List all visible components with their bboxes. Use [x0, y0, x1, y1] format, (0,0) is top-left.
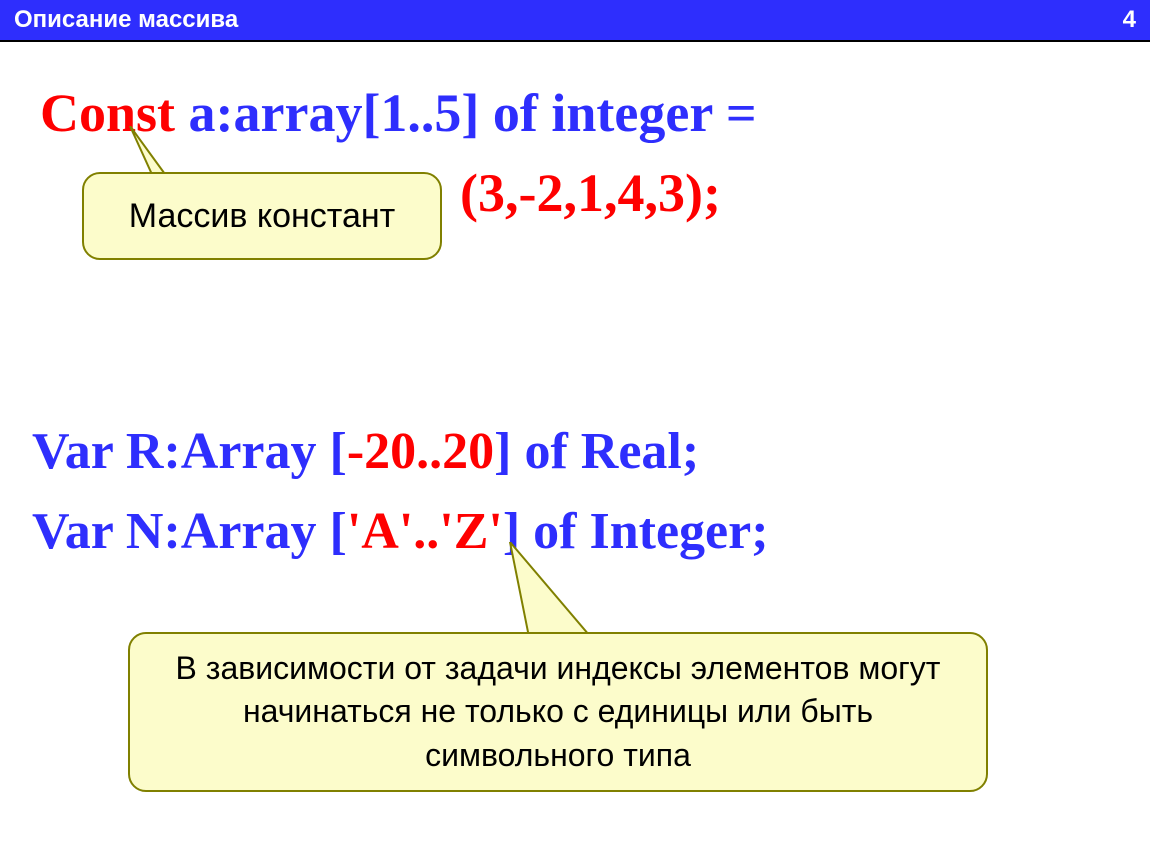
code-text: (3,-2,1,4,3); — [460, 163, 721, 223]
range-literal: -20..20 — [347, 423, 494, 480]
slide-header: Описание массива 4 — [0, 0, 1150, 42]
callout-text: В зависимости от задачи индексы элементо… — [148, 647, 968, 777]
callout-index-types: В зависимости от задачи индексы элементо… — [128, 632, 988, 792]
slide-title: Описание массива — [14, 6, 238, 34]
callout-text: Массив констант — [129, 197, 396, 236]
code-text: a:array[1..5] of integer = — [175, 83, 757, 143]
code-text: ] of Real; — [494, 423, 699, 480]
range-literal: 'A'..'Z' — [347, 503, 503, 560]
code-text: Var R:Array [ — [32, 423, 347, 480]
code-text: Var N:Array [ — [32, 503, 347, 560]
slide-content: Const a:array[1..5] of integer = (3,-2,1… — [0, 42, 1150, 864]
code-const-values: (3,-2,1,4,3); — [460, 162, 721, 224]
code-var-integer: Var N:Array ['A'..'Z'] of Integer; — [32, 502, 769, 561]
callout-const-array: Массив констант — [82, 172, 442, 260]
code-var-real: Var R:Array [-20..20] of Real; — [32, 422, 699, 481]
slide-number: 4 — [1123, 6, 1136, 34]
